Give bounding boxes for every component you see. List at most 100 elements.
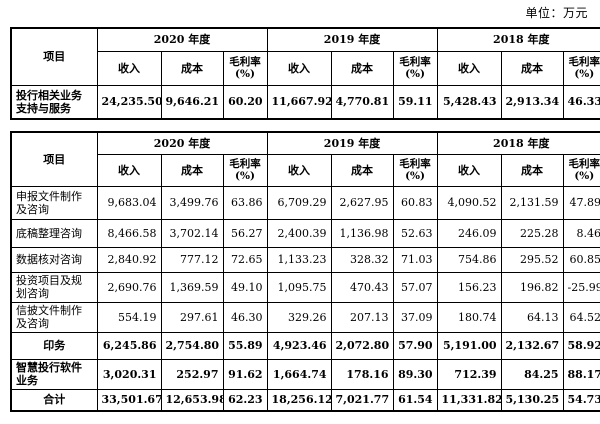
cell-value: 8.46 (562, 218, 600, 248)
cell-value: 2,754.80 (160, 331, 224, 360)
cell-value: 88.17 (562, 358, 600, 390)
cell-value: 24,235.50 (96, 84, 162, 120)
cell-value: 1,369.59 (160, 271, 224, 303)
cell-value: 3,702.14 (160, 218, 224, 248)
cell-value: 178.16 (330, 358, 394, 390)
cell-value: 207.13 (330, 301, 394, 333)
cell-value: 60.83 (392, 185, 438, 220)
cell-value: 5,130.25 (500, 388, 564, 412)
cell-value: 49.10 (222, 271, 268, 303)
cell-value: 4,770.81 (330, 84, 394, 120)
cell-value: 180.74 (436, 301, 502, 333)
cell-value: 55.89 (222, 331, 268, 360)
cell-value: 4,923.46 (266, 331, 332, 360)
cell-value: 58.92 (562, 331, 600, 360)
col-margin: 毛利率(%) (562, 153, 600, 187)
header-item: 项目 (10, 27, 98, 86)
col-margin: 毛利率(%) (392, 153, 438, 187)
cell-value: 71.03 (392, 246, 438, 273)
col-revenue: 收入 (436, 153, 502, 187)
cell-value: 56.27 (222, 218, 268, 248)
col-revenue: 收入 (266, 153, 332, 187)
row-label: 信披文件制作及咨询 (10, 301, 98, 333)
table-row: 投资项目及规划咨询 2,690.76 1,369.59 49.10 1,095.75 47… (10, 271, 600, 303)
cell-value: 1,664.74 (266, 358, 332, 390)
cell-value: 47.89 (562, 185, 600, 220)
cell-value: 2,690.76 (96, 271, 162, 303)
cell-value: 1,133.23 (266, 246, 332, 273)
col-revenue: 收入 (96, 153, 162, 187)
cell-value: 196.82 (500, 271, 564, 303)
table-row: 合计 33,501.67 12,653.98 62.23 18,256.12 7,021.… (10, 388, 600, 412)
row-label: 投行相关业务支持与服务 (10, 84, 98, 120)
year-header: 2019 年度 (266, 131, 438, 155)
table-row: 印务 6,245.86 2,754.80 55.89 4,923.46 2,072.80 5… (10, 331, 600, 360)
cell-value: 54.73 (562, 388, 600, 412)
year-header: 2019 年度 (266, 27, 438, 52)
breakdown-table: 项目 2020 年度 2019 年度 2018 年度 收入 成本 毛利率(%) … (10, 131, 600, 412)
cell-value: 2,913.34 (500, 84, 564, 120)
cell-value: 6,245.86 (96, 331, 162, 360)
cell-value: 89.30 (392, 358, 438, 390)
cell-value: 297.61 (160, 301, 224, 333)
cell-value: 554.19 (96, 301, 162, 333)
cell-value: 246.09 (436, 218, 502, 248)
cell-value: 4,090.52 (436, 185, 502, 220)
cell-value: 62.23 (222, 388, 268, 412)
cell-value: 9,646.21 (160, 84, 224, 120)
row-label: 智慧投行软件业务 (10, 358, 98, 390)
cell-value: 7,021.77 (330, 388, 394, 412)
cell-value: 72.65 (222, 246, 268, 273)
cell-value: 6,709.29 (266, 185, 332, 220)
cell-value: 18,256.12 (266, 388, 332, 412)
col-cost: 成本 (500, 50, 564, 86)
cell-value: 2,840.92 (96, 246, 162, 273)
cell-value: 46.30 (222, 301, 268, 333)
cell-value: 60.20 (222, 84, 268, 120)
row-label: 投资项目及规划咨询 (10, 271, 98, 303)
cell-value: 61.54 (392, 388, 438, 412)
cell-value: 712.39 (436, 358, 502, 390)
cell-value: 2,072.80 (330, 331, 394, 360)
cell-value: 57.07 (392, 271, 438, 303)
cell-value: 12,653.98 (160, 388, 224, 412)
cell-value: 754.86 (436, 246, 502, 273)
col-revenue: 收入 (436, 50, 502, 86)
cell-value: 295.52 (500, 246, 564, 273)
cell-value: 156.23 (436, 271, 502, 303)
cell-value: 60.85 (562, 246, 600, 273)
col-cost: 成本 (330, 50, 394, 86)
cell-value: 5,428.43 (436, 84, 502, 120)
table-row: 信披文件制作及咨询 554.19 297.61 46.30 329.26 207.13 37… (10, 301, 600, 333)
cell-value: 11,667.92 (266, 84, 332, 120)
col-cost: 成本 (330, 153, 394, 187)
cell-value: -25.99 (562, 271, 600, 303)
cell-value: 1,095.75 (266, 271, 332, 303)
cell-value: 1,136.98 (330, 218, 394, 248)
table-row: 投行相关业务支持与服务 24,235.50 9,646.21 60.20 11,667.… (10, 84, 600, 120)
cell-value: 46.33 (562, 84, 600, 120)
cell-value: 33,501.67 (96, 388, 162, 412)
col-cost: 成本 (160, 50, 224, 86)
table-row: 数据核对咨询 2,840.92 777.12 72.65 1,133.23 328.32 7… (10, 246, 600, 273)
cell-value: 329.26 (266, 301, 332, 333)
col-revenue: 收入 (96, 50, 162, 86)
col-margin: 毛利率(%) (222, 50, 268, 86)
year-header: 2018 年度 (436, 27, 600, 52)
cell-value: 11,331.82 (436, 388, 502, 412)
row-label: 底稿整理咨询 (10, 218, 98, 248)
cell-value: 52.63 (392, 218, 438, 248)
table-row: 申报文件制作及咨询 9,683.04 3,499.76 63.86 6,709.29 2,… (10, 185, 600, 220)
cell-value: 9,683.04 (96, 185, 162, 220)
table-row: 底稿整理咨询 8,466.58 3,702.14 56.27 2,400.39 1,136… (10, 218, 600, 248)
cell-value: 84.25 (500, 358, 564, 390)
unit-label: 单位：万元 (525, 6, 588, 20)
cell-value: 777.12 (160, 246, 224, 273)
cell-value: 225.28 (500, 218, 564, 248)
cell-value: 59.11 (392, 84, 438, 120)
col-margin: 毛利率(%) (562, 50, 600, 86)
year-header: 2020 年度 (96, 27, 268, 52)
cell-value: 470.43 (330, 271, 394, 303)
cell-value: 3,499.76 (160, 185, 224, 220)
cell-value: 252.97 (160, 358, 224, 390)
